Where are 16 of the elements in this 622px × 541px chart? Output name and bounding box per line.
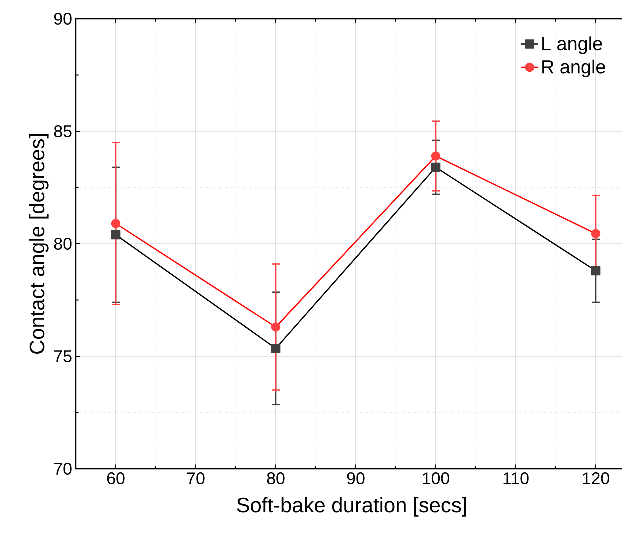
legend-label: R angle (542, 60, 606, 78)
x-tick-label: 100 (423, 472, 450, 485)
x-tick-label: 70 (187, 472, 205, 485)
x-tick-label: 110 (504, 472, 529, 485)
x-tick-label: 60 (107, 472, 125, 485)
y-tick-label: 70 (54, 463, 72, 475)
y-tick-label: 75 (54, 350, 72, 362)
x-tick-label: 120 (583, 472, 610, 485)
x-tick-label: 80 (267, 472, 285, 485)
x-tick-label: 90 (347, 472, 365, 485)
y-axis-title: Contact angle [degrees] (29, 134, 49, 354)
legend-label: L angle (542, 36, 602, 54)
y-tick-label: 80 (54, 238, 72, 250)
y-tick-label: 85 (54, 126, 72, 138)
y-tick-label: 90 (54, 13, 72, 25)
x-axis-title: Soft-bake duration [secs] (237, 497, 466, 517)
